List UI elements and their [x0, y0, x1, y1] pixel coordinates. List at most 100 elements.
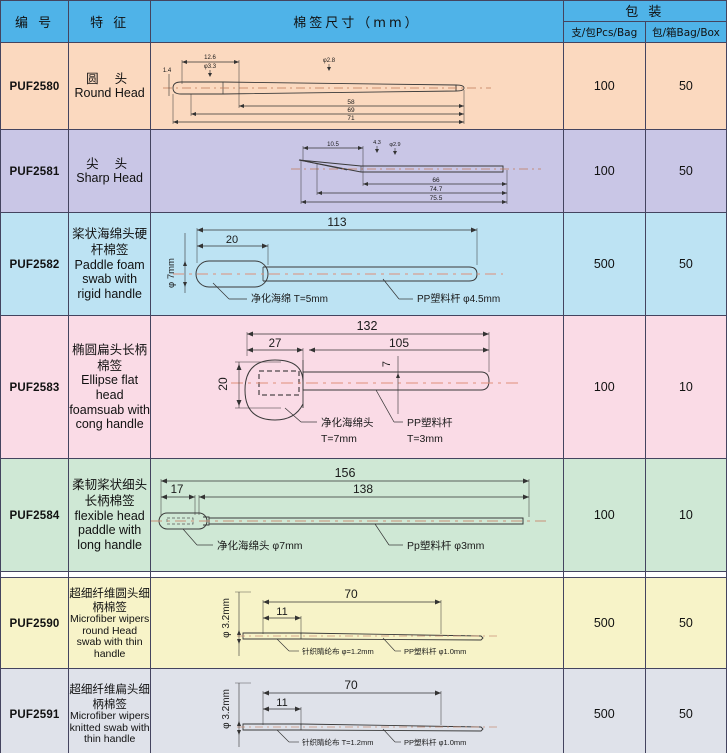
cell-pcs-per-bag: 500 [562, 212, 646, 316]
cell-bag-per-box: 10 [644, 458, 727, 572]
cell-feature: 柔韧桨状细头长柄棉签 flexible head paddle with lon… [68, 458, 152, 572]
table-row[interactable]: PUF2581 尖 头 Sharp Head [0, 129, 727, 213]
technical-drawing-microfiber-round: φ 3.2mm 70 11 [151, 578, 563, 668]
technical-drawing-flexible-paddle: 156 17 138 净化海绵头 φ7mm [151, 459, 563, 571]
cell-bag-per-box: 50 [644, 42, 727, 130]
table-row[interactable]: PUF2591 超细纤维扁头细柄棉签 Microfiber wipers kni… [0, 668, 727, 753]
header-cell-packaging: 包 装 [562, 0, 727, 22]
bag-per-box-value: 50 [678, 257, 693, 271]
dim-138: 138 [353, 482, 373, 496]
pcs-per-bag-value: 100 [593, 508, 615, 522]
header-cell-feature: 特 征 [68, 0, 152, 43]
cell-feature: 桨状海绵头硬杆棉签 Paddle foam swab with rigid ha… [68, 212, 152, 316]
feature-label-en: Microfiber wipers knitted swab with thin… [69, 710, 150, 746]
dim-58: 58 [348, 99, 356, 106]
table-row[interactable]: PUF2590 超细纤维圆头细柄棉签 Microfiber wipers rou… [0, 577, 727, 669]
cell-pcs-per-bag: 500 [562, 668, 646, 753]
cell-feature: 超细纤维圆头细柄棉签 Microfiber wipers round Head … [68, 577, 152, 669]
technical-drawing-sharp-head: 10.5 4.3 φ2.9 66 [151, 130, 563, 212]
cell-feature: 圆 头 Round Head [68, 42, 152, 130]
header-label-dimension: 棉签尺寸（mm） [293, 15, 421, 31]
dim-113: 113 [328, 215, 347, 229]
dim-phi-2-9: φ2.9 [390, 142, 401, 148]
pcs-per-bag-value: 500 [593, 616, 615, 630]
feature-label-en: Paddle foam swab with rigid handle [74, 257, 145, 302]
cell-pcs-per-bag: 100 [562, 315, 646, 459]
feature-label-cn: 圆 头 [86, 70, 134, 86]
bag-per-box-value: 50 [678, 616, 693, 630]
cell-code: PUF2582 [0, 212, 70, 316]
product-code: PUF2583 [9, 382, 60, 394]
pcs-per-bag-value: 100 [593, 79, 615, 93]
bag-per-box-value: 10 [678, 508, 693, 522]
technical-drawing-ellipse-flat-head: 132 27 105 20 [151, 316, 563, 458]
dim-74-7: 74.7 [430, 186, 443, 193]
table-row[interactable]: PUF2583 椭圆扁头长柄棉签 Ellipse flat head foams… [0, 315, 727, 459]
feature-label-cn: 桨状海绵头硬杆棉签 [72, 226, 148, 257]
dim-70: 70 [345, 678, 359, 692]
dim-66: 66 [433, 177, 441, 184]
dim-phi-3-2mm: φ 3.2mm [221, 598, 232, 638]
cell-code: PUF2583 [0, 315, 70, 459]
cell-drawing: φ 3.2mm 70 11 针织睛纶布 T=1.2mm [150, 668, 564, 753]
feature-label-cn: 柔韧桨状细头长柄棉签 [72, 477, 148, 508]
bag-per-box-value: 50 [678, 164, 693, 178]
label-knitted-cloth: 针织睛纶布 φ=1.2mm [302, 646, 374, 656]
dim-phi-3-2mm: φ 3.2mm [221, 689, 232, 729]
table-row[interactable]: PUF2580 圆 头 Round Head [0, 42, 727, 130]
product-code: PUF2580 [9, 81, 60, 93]
product-code: PUF2591 [9, 709, 60, 721]
cell-drawing: 156 17 138 净化海绵头 φ7mm [150, 458, 564, 572]
dim-71: 71 [348, 115, 356, 122]
dim-11: 11 [276, 697, 287, 709]
feature-label-cn: 超细纤维扁头细柄棉签 [69, 682, 150, 711]
label-knitted-cloth: 针织睛纶布 T=1.2mm [302, 737, 373, 747]
table-body: PUF2580 圆 头 Round Head [0, 42, 727, 753]
feature-label-en: flexible head paddle with long handle [74, 508, 145, 553]
dim-10-5: 10.5 [327, 142, 339, 148]
label-pp-rod: PP塑料杆 [407, 416, 453, 429]
dim-1-4: 1.4 [163, 68, 172, 74]
feature-label-cn: 超细纤维圆头细柄棉签 [69, 585, 150, 614]
cell-bag-per-box: 10 [644, 315, 727, 459]
cell-drawing: 132 27 105 20 [150, 315, 564, 459]
table-row[interactable]: PUF2582 桨状海绵头硬杆棉签 Paddle foam swab with … [0, 212, 727, 316]
product-code: PUF2590 [9, 618, 60, 630]
product-code: PUF2581 [9, 166, 60, 178]
header-label-pcs-per-bag: 支/包Pcs/Bag [571, 27, 638, 39]
table-header: 编 号 特 征 棉签尺寸（mm） 包 装 支/包Pcs/Bag 包/箱Bag/B… [0, 0, 727, 43]
bag-per-box-value: 50 [678, 707, 693, 721]
dim-phi-2-8: φ2.8 [323, 58, 336, 64]
dim-105: 105 [389, 336, 409, 350]
product-code: PUF2582 [9, 259, 60, 271]
feature-label-en: Ellipse flat head foamsuab with cong han… [69, 373, 150, 432]
dim-156: 156 [335, 466, 356, 480]
cell-pcs-per-bag: 100 [562, 129, 646, 213]
dim-70: 70 [345, 587, 359, 601]
feature-label-en: Microfiber wipers round Head swab with t… [69, 613, 150, 660]
cell-code: PUF2580 [0, 42, 70, 130]
label-foam-thickness: T=7mm [321, 433, 357, 445]
dim-75-5: 75.5 [430, 195, 443, 202]
label-foam: 净化海绵 T=5mm [251, 292, 328, 305]
label-pp-rod: PP塑料杆 φ4.5mm [417, 292, 500, 305]
label-pp-rod: PP塑料杆 φ1.0mm [404, 737, 466, 747]
feature-label-en: Round Head [74, 86, 145, 101]
label-pp-rod: PP塑料杆 φ1.0mm [404, 646, 466, 656]
cell-pcs-per-bag: 100 [562, 458, 646, 572]
feature-label-en: Sharp Head [76, 171, 143, 186]
dim-12-6: 12.6 [204, 55, 216, 61]
cell-drawing: 10.5 4.3 φ2.9 66 [150, 129, 564, 213]
technical-drawing-round-head: 12.6 φ3.3 1.4 φ2.8 [151, 44, 563, 129]
bag-per-box-value: 50 [678, 79, 693, 93]
pcs-per-bag-value: 100 [593, 380, 615, 394]
label-foam-head: 净化海绵头 [321, 416, 374, 429]
dim-phi-3-3: φ3.3 [204, 64, 217, 70]
cell-bag-per-box: 50 [644, 212, 727, 316]
dim-20: 20 [216, 377, 230, 391]
dim-132: 132 [357, 319, 378, 333]
table-row[interactable]: PUF2584 柔韧桨状细头长柄棉签 flexible head paddle … [0, 458, 727, 572]
dim-27: 27 [269, 338, 282, 350]
cell-drawing: 113 20 φ 7mm 净化海绵 T=5mm [150, 212, 564, 316]
